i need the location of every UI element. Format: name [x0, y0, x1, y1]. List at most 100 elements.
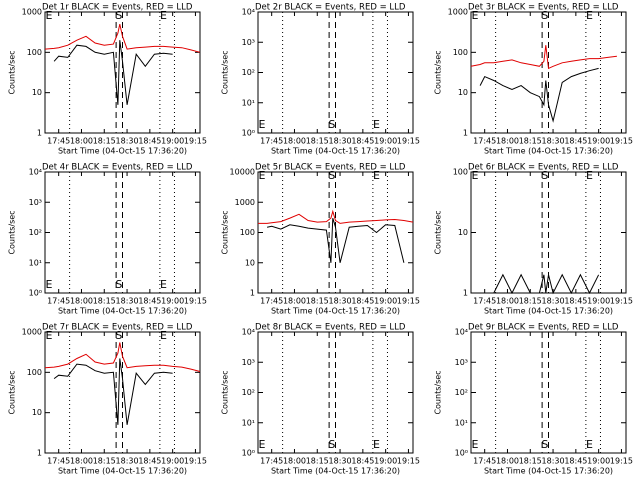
- y-tick-label: 10¹: [242, 418, 255, 427]
- x-tick-label: 17:45: [260, 137, 283, 146]
- y-tick-label: 100: [453, 168, 468, 177]
- annotation: S: [328, 118, 335, 131]
- x-tick-label: 19:00: [374, 457, 397, 466]
- x-tick-label: 18:45: [351, 137, 374, 146]
- x-axis-label: Start Time (04-Oct-15 17:36:20): [271, 467, 400, 476]
- annotation: S: [328, 169, 335, 182]
- y-tick-label: 10: [458, 88, 468, 97]
- annotation: E: [259, 438, 266, 451]
- data-line: [479, 67, 599, 123]
- x-tick-label: 19:15: [397, 457, 420, 466]
- x-tick-label: 18:30: [542, 137, 565, 146]
- y-tick-label: 10: [458, 228, 468, 237]
- y-tick-label: 100: [27, 368, 42, 377]
- x-tick-label: 18:45: [138, 137, 161, 146]
- y-tick-label: 1: [463, 289, 468, 298]
- x-tick-label: 18:15: [306, 457, 329, 466]
- x-tick-label: 18:30: [116, 457, 139, 466]
- x-tick-label: 18:00: [70, 137, 93, 146]
- x-tick-label: 18:45: [351, 457, 374, 466]
- annotation: E: [46, 278, 53, 291]
- x-tick-label: 19:00: [161, 297, 184, 306]
- y-axis-label: Counts/sec: [8, 210, 17, 254]
- data-line: [267, 217, 405, 263]
- annotation: S: [328, 438, 335, 451]
- x-axis-label: Start Time (04-Oct-15 17:36:20): [271, 147, 400, 156]
- x-tick-label: 18:45: [564, 297, 587, 306]
- x-tick-label: 19:15: [397, 137, 420, 146]
- annotation: E: [259, 169, 266, 182]
- annotation: E: [373, 438, 380, 451]
- x-tick-label: 18:00: [283, 137, 306, 146]
- y-tick-label: 10²: [242, 68, 255, 77]
- x-axis-label: Start Time (04-Oct-15 17:36:20): [58, 467, 187, 476]
- x-tick-label: 18:45: [138, 297, 161, 306]
- panel-title: Det 7r BLACK = Events, RED = LLD: [42, 323, 193, 333]
- y-axis-label: Counts/sec: [434, 210, 443, 254]
- panel: Det 3r BLACK = Events, RED = LLD Start Ti…: [434, 3, 633, 156]
- annotation: E: [259, 118, 266, 131]
- y-axis-label: Counts/sec: [221, 210, 230, 254]
- y-tick-label: 10: [32, 88, 42, 97]
- x-tick-label: 19:00: [161, 457, 184, 466]
- x-tick-label: 18:00: [283, 297, 306, 306]
- panel-title: Det 6r BLACK = Events, RED = LLD: [468, 163, 619, 173]
- y-tick-label: 1000: [22, 8, 42, 17]
- x-tick-label: 19:00: [161, 137, 184, 146]
- y-tick-label: 10: [245, 258, 255, 267]
- y-tick-label: 10²: [455, 388, 468, 397]
- panel-title: Det 8r BLACK = Events, RED = LLD: [255, 323, 406, 333]
- x-tick-label: 17:45: [47, 457, 70, 466]
- annotation: E: [472, 169, 479, 182]
- x-tick-label: 18:15: [519, 297, 542, 306]
- x-tick-label: 18:15: [93, 297, 116, 306]
- x-tick-label: 17:45: [473, 297, 496, 306]
- data-line: [44, 342, 201, 372]
- x-tick-label: 18:15: [93, 457, 116, 466]
- x-tick-label: 19:00: [374, 297, 397, 306]
- x-tick-label: 18:45: [564, 137, 587, 146]
- y-tick-label: 10³: [29, 198, 42, 207]
- panel-title: Det 2r BLACK = Events, RED = LLD: [255, 3, 406, 13]
- x-tick-label: 19:00: [587, 137, 610, 146]
- data-line: [53, 40, 173, 105]
- data-line: [470, 45, 617, 70]
- x-tick-label: 18:30: [542, 297, 565, 306]
- x-axis-label: Start Time (04-Oct-15 17:36:20): [484, 147, 613, 156]
- panel: Det 5r BLACK = Events, RED = LLD Start Ti…: [221, 163, 420, 316]
- x-axis-label: Start Time (04-Oct-15 17:36:20): [58, 147, 187, 156]
- x-tick-label: 18:00: [496, 137, 519, 146]
- annotation: E: [46, 329, 53, 342]
- annotation: S: [541, 9, 548, 22]
- annotation: E: [160, 329, 167, 342]
- panel: Det 9r BLACK = Events, RED = LLD Start Ti…: [434, 323, 633, 476]
- y-tick-label: 10³: [242, 358, 255, 367]
- x-tick-label: 18:00: [70, 297, 93, 306]
- x-tick-label: 18:30: [329, 137, 352, 146]
- annotation: E: [472, 438, 479, 451]
- x-tick-label: 17:45: [47, 297, 70, 306]
- x-axis-label: Start Time (04-Oct-15 17:36:20): [484, 467, 613, 476]
- annotation: E: [160, 9, 167, 22]
- x-tick-label: 19:00: [587, 297, 610, 306]
- annotation: E: [586, 169, 593, 182]
- x-tick-label: 19:15: [184, 297, 207, 306]
- y-tick-label: 10¹: [455, 418, 468, 427]
- x-tick-label: 18:30: [116, 137, 139, 146]
- y-tick-label: 1000: [235, 198, 255, 207]
- y-tick-label: 100: [453, 48, 468, 57]
- annotation: E: [586, 438, 593, 451]
- panel-title: Det 5r BLACK = Events, RED = LLD: [255, 163, 406, 173]
- annotation: E: [373, 169, 380, 182]
- y-tick-label: 100: [240, 228, 255, 237]
- y-tick-label: 10⁴: [29, 168, 42, 177]
- x-tick-label: 19:15: [610, 297, 633, 306]
- data-line: [493, 273, 600, 295]
- x-tick-label: 17:45: [47, 137, 70, 146]
- x-axis-label: Start Time (04-Oct-15 17:36:20): [484, 307, 613, 316]
- x-tick-label: 19:00: [374, 137, 397, 146]
- x-tick-label: 17:45: [473, 457, 496, 466]
- panel: Det 4r BLACK = Events, RED = LLD Start Ti…: [8, 163, 207, 316]
- y-tick-label: 10³: [455, 358, 468, 367]
- x-tick-label: 17:45: [260, 457, 283, 466]
